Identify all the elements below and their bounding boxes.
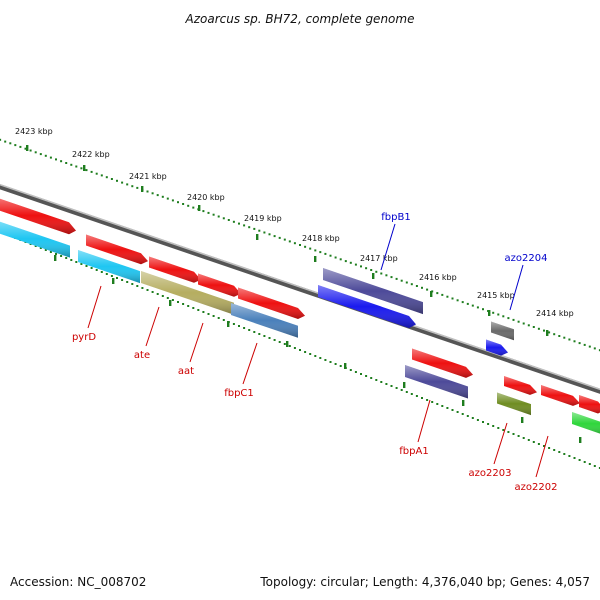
leader-fbpC1 <box>242 342 258 385</box>
gene-arrow-pyrD[interactable] <box>86 234 148 265</box>
leader-ate <box>145 306 160 347</box>
genome-summary-text: Topology: circular; Length: 4,376,040 bp… <box>259 575 590 589</box>
gene-block-steel[interactable] <box>231 303 298 338</box>
leader-azo2204 <box>509 264 524 311</box>
gene-block-olive[interactable] <box>497 392 531 416</box>
gene-block-gray[interactable] <box>491 321 514 341</box>
gene-label-azo2203[interactable]: azo2203 <box>469 468 512 479</box>
gene-arrow-ate[interactable] <box>149 256 201 283</box>
kbp-label-2414: 2414 kbp <box>536 309 574 318</box>
gene-arrow-fbpC1[interactable] <box>238 287 305 320</box>
map-title: Azoarcus sp. BH72, complete genome <box>185 12 415 26</box>
kbp-label-2419: 2419 kbp <box>244 214 282 223</box>
leader-pyrD <box>87 285 102 329</box>
kbp-label-2418: 2418 kbp <box>302 234 340 243</box>
gene-label-ate[interactable]: ate <box>134 350 150 361</box>
kbp-label-2416: 2416 kbp <box>419 273 457 282</box>
gene-block-green[interactable] <box>572 412 600 435</box>
gene-block-cyan-1[interactable] <box>0 220 70 258</box>
gene-arrow-azo2204[interactable] <box>486 339 508 356</box>
gene-block-navy-1[interactable] <box>323 268 423 315</box>
gene-label-azo2204[interactable]: azo2204 <box>505 253 548 264</box>
leader-aat <box>189 322 204 363</box>
gene-label-fbpB1[interactable]: fbpB1 <box>381 212 410 223</box>
gene-arrow-edge[interactable] <box>579 395 600 414</box>
leader-fbpB1 <box>380 223 396 271</box>
gene-label-leaders <box>87 223 549 478</box>
kbp-label-2415: 2415 kbp <box>477 291 515 300</box>
gene-block-cyan-2[interactable] <box>78 250 140 284</box>
gene-labels: pyrD ate aat fbpC1 fbpB1 azo2204 fbpA1 a… <box>72 212 558 493</box>
gene-arrow-1[interactable] <box>0 197 76 235</box>
gene-features <box>0 197 600 435</box>
gene-arrow-fbpB1[interactable] <box>318 285 416 328</box>
kbp-scale-labels: 2423 kbp 2422 kbp 2421 kbp 2420 kbp 2419… <box>15 127 574 318</box>
gene-block-khaki[interactable] <box>141 271 234 315</box>
gene-arrow-azo2202[interactable] <box>541 385 580 406</box>
outer-dotted-ring <box>0 138 600 352</box>
scale-rings <box>0 138 600 469</box>
genome-backbone <box>0 183 600 394</box>
gene-label-azo2202[interactable]: azo2202 <box>515 482 558 493</box>
kbp-label-2420: 2420 kbp <box>187 193 225 202</box>
gene-arrow-fbpA1[interactable] <box>412 348 473 378</box>
leader-azo2202 <box>535 435 549 478</box>
gene-label-fbpC1[interactable]: fbpC1 <box>224 388 254 399</box>
gene-block-navy-2[interactable] <box>405 365 468 399</box>
kbp-label-2422: 2422 kbp <box>72 150 110 159</box>
gene-label-pyrD[interactable]: pyrD <box>72 332 96 343</box>
leader-azo2203 <box>493 422 508 465</box>
gene-arrow-azo2203[interactable] <box>504 376 537 395</box>
leader-fbpA1 <box>417 399 431 443</box>
gene-label-aat[interactable]: aat <box>178 366 194 377</box>
kbp-label-2417: 2417 kbp <box>360 254 398 263</box>
gene-label-fbpA1[interactable]: fbpA1 <box>399 446 428 457</box>
kbp-label-2421: 2421 kbp <box>129 172 167 181</box>
kbp-label-2423: 2423 kbp <box>15 127 53 136</box>
accession-text: Accession: NC_008702 <box>10 575 146 589</box>
gene-arrow-aat[interactable] <box>198 273 241 297</box>
